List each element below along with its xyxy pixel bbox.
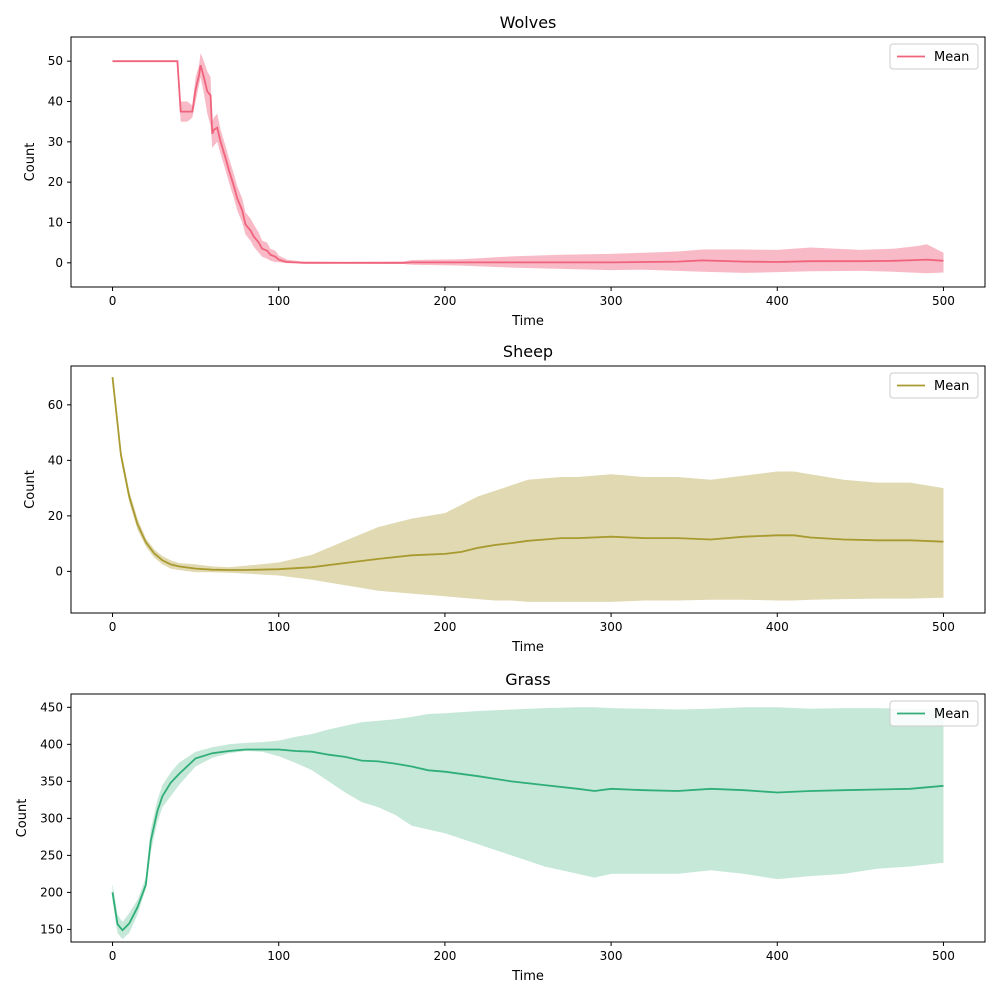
- grass-x-tick-label: 400: [766, 949, 789, 963]
- sheep-y-axis-label: Count: [23, 470, 38, 509]
- sheep-x-tick-label: 200: [433, 620, 456, 634]
- grass-y-tick-label: 300: [40, 811, 63, 825]
- wolves-panel: Wolves 0 100 200 300 400 500 0 10 20 30 40 50 Time Cou…: [23, 13, 986, 329]
- grass-x-tick-label: 500: [932, 949, 955, 963]
- wolves-legend-label: Mean: [934, 50, 969, 65]
- sheep-axes-frame: [70, 365, 986, 614]
- grass-x-axis-label: Time: [511, 969, 544, 984]
- sheep-legend-label: Mean: [934, 379, 969, 394]
- wolves-x-tick-label: 300: [600, 294, 623, 308]
- grass-title: Grass: [505, 670, 550, 689]
- wolves-confidence-band: [112, 53, 944, 274]
- sheep-mean-line: [111, 377, 944, 571]
- grass-panel: Grass 0 100 200 300 400 500 150 200 250 300 350 400 4…: [15, 670, 986, 984]
- wolves-x-tick-label: 500: [932, 294, 955, 308]
- grass-y-tick-label: 400: [40, 737, 63, 751]
- sheep-y-tick-label: 60: [48, 398, 63, 412]
- sheep-y-tick-label: 20: [48, 509, 63, 523]
- sheep-y-tick-label: 0: [55, 564, 63, 578]
- grass-legend-label: Mean: [934, 707, 969, 722]
- sheep-legend: Mean: [889, 372, 979, 399]
- sheep-plot-area: [111, 377, 944, 602]
- sheep-x-tick-label: 500: [932, 620, 955, 634]
- grass-y-axis-label: Count: [15, 799, 30, 838]
- sheep-x-tick-label: 300: [600, 620, 623, 634]
- sheep-x-axis-label: Time: [511, 640, 544, 655]
- grass-x-tick-label: 200: [433, 949, 456, 963]
- wolves-x-tick-label: 200: [433, 294, 456, 308]
- wolves-x-axis-label: Time: [511, 314, 544, 329]
- grass-y-tick-label: 200: [40, 885, 63, 899]
- grass-plot-area: [111, 707, 944, 939]
- sheep-x-tick-label: 400: [766, 620, 789, 634]
- wolves-legend-box: [889, 43, 979, 70]
- sheep-confidence-band: [112, 377, 944, 602]
- grass-mean-line: [111, 748, 944, 932]
- grass-y-tick-label: 250: [40, 848, 63, 862]
- grass-x-tick-label: 0: [109, 949, 117, 963]
- wolves-mean-line: [112, 60, 944, 264]
- sheep-title: Sheep: [503, 342, 553, 361]
- wolves-y-tick-label: 10: [48, 215, 63, 229]
- sheep-legend-box: [889, 372, 979, 399]
- grass-y-tick-label: 450: [40, 700, 63, 714]
- wolves-legend: Mean: [889, 43, 979, 70]
- wolves-y-tick-label: 30: [48, 135, 63, 149]
- grass-legend-box: [889, 700, 979, 727]
- grass-legend: Mean: [889, 700, 979, 727]
- grass-x-tick-label: 100: [267, 949, 290, 963]
- wolves-x-tick-label: 400: [766, 294, 789, 308]
- wolves-x-tick-label: 100: [267, 294, 290, 308]
- wolves-axes-frame: [70, 36, 986, 288]
- wolves-y-tick-label: 0: [55, 256, 63, 270]
- wolves-y-tick-label: 40: [48, 95, 63, 109]
- wolves-plot-area: [112, 53, 944, 274]
- wolves-title: Wolves: [500, 13, 557, 32]
- wolves-y-tick-label: 20: [48, 175, 63, 189]
- sheep-y-tick-label: 40: [48, 453, 63, 467]
- grass-x-tick-label: 300: [600, 949, 623, 963]
- sheep-x-tick-label: 100: [267, 620, 290, 634]
- grass-y-tick-label: 350: [40, 774, 63, 788]
- sheep-x-tick-label: 0: [109, 620, 117, 634]
- grass-confidence-band: [112, 707, 944, 939]
- wolves-y-tick-label: 50: [48, 54, 63, 68]
- wolves-x-tick-label: 0: [109, 294, 117, 308]
- sheep-panel: Sheep 0 100 200 300 400 500 0 20 40 60 Time Count Mea…: [23, 342, 986, 655]
- grass-y-tick-label: 150: [40, 922, 63, 936]
- wolves-y-axis-label: Count: [23, 143, 38, 182]
